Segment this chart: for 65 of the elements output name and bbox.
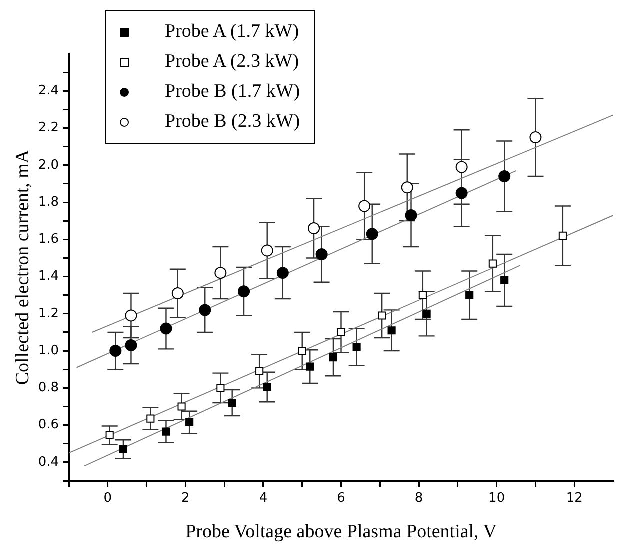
y-tick-label: 1.0 [38, 343, 59, 358]
point [146, 414, 155, 423]
legend-label: Probe B (1.7 kW) [165, 81, 300, 103]
point [498, 170, 511, 183]
legend-label: Probe B (2.3 kW) [165, 111, 300, 133]
point [316, 248, 328, 261]
x-tick-label: 10 [488, 491, 506, 506]
point [558, 232, 567, 240]
point [263, 383, 272, 392]
y-tick-label: 1.8 [38, 194, 59, 210]
point [456, 161, 468, 174]
point [276, 267, 289, 280]
point [337, 328, 346, 337]
point [178, 402, 186, 411]
y-axis-title: Collected electron current, mA [12, 150, 34, 386]
legend-label: Probe A (2.3 kW) [165, 51, 300, 73]
x-tick-label: 6 [337, 491, 346, 506]
x-tick-label: 2 [182, 491, 190, 506]
point [160, 322, 172, 335]
point [199, 304, 212, 316]
point [530, 132, 542, 144]
point [172, 287, 184, 300]
x-tick-label: 0 [104, 491, 112, 506]
y-tick-label: 2.4 [38, 84, 59, 99]
x-tick-label: 8 [414, 491, 424, 506]
point [308, 222, 320, 235]
point [238, 286, 250, 298]
y-tick-label: 0.4 [38, 454, 59, 470]
point [366, 228, 378, 240]
x-tick-label: 12 [566, 491, 583, 506]
point [466, 291, 474, 300]
point [261, 244, 274, 257]
y-tick-label: 0.6 [38, 418, 59, 433]
point [488, 260, 497, 268]
point [125, 310, 138, 322]
point [388, 326, 396, 335]
point [214, 267, 227, 280]
point [500, 276, 509, 285]
point [401, 182, 414, 194]
point [298, 347, 306, 356]
point [110, 345, 122, 358]
point [216, 384, 225, 392]
point [405, 210, 418, 222]
legend-label: Probe A (1.7 kW) [165, 21, 300, 43]
y-tick-label: 1.6 [38, 232, 59, 248]
point [256, 367, 264, 376]
y-tick-label: 2.0 [38, 158, 59, 173]
x-tick-label: 4 [259, 491, 268, 506]
y-tick-label: 0.8 [38, 380, 59, 396]
point [329, 354, 338, 362]
point [422, 310, 431, 318]
point [186, 418, 194, 427]
x-axis-title: Probe Voltage above Plasma Potential, V [186, 522, 498, 543]
point [456, 187, 468, 200]
y-tick-label: 1.4 [38, 269, 59, 284]
y-tick-label: 1.2 [38, 306, 59, 322]
y-tick-label: 2.2 [38, 120, 59, 136]
point [378, 312, 386, 320]
point [228, 398, 236, 408]
point [352, 343, 361, 352]
point [162, 428, 170, 436]
point [418, 291, 427, 300]
point [358, 200, 371, 212]
point [125, 339, 138, 352]
point [306, 362, 314, 371]
